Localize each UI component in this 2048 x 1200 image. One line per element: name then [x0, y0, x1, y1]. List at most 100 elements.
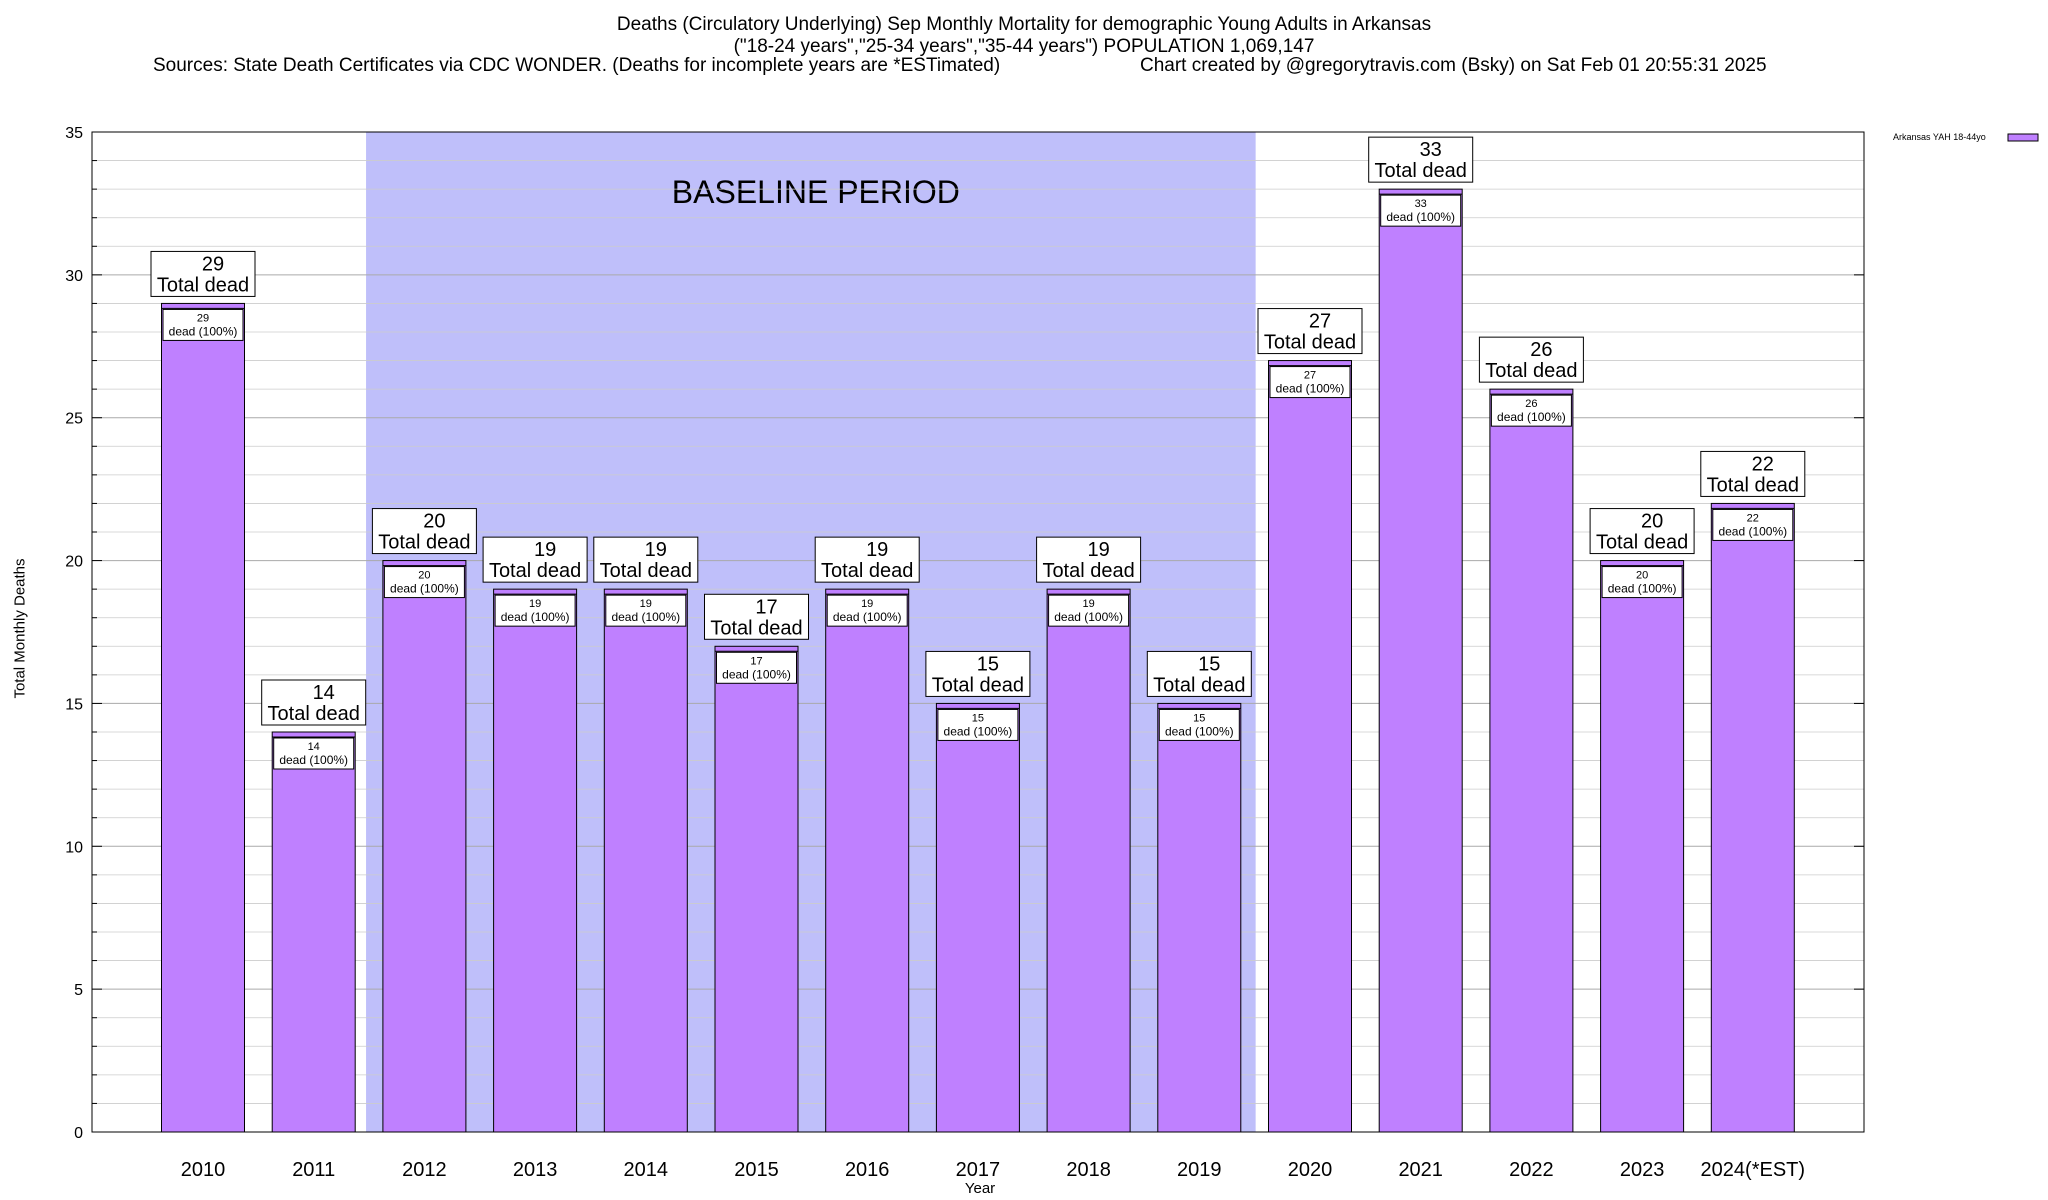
- inner-label-value: 19: [529, 598, 541, 610]
- y-tick-label: 30: [65, 268, 83, 285]
- bar: [1489, 388, 1574, 1133]
- inner-label-value: 14: [308, 741, 320, 753]
- total-label-text: Total dead: [268, 703, 360, 725]
- inner-label-box: [1380, 194, 1462, 227]
- x-tick-label: 2012: [402, 1159, 447, 1181]
- inner-label-value: 15: [1193, 712, 1205, 724]
- inner-label-box: [494, 594, 576, 627]
- bar: [161, 302, 245, 1133]
- total-label-value: 26: [1530, 339, 1552, 361]
- bar: [1710, 502, 1795, 1133]
- total-label-value: 15: [1198, 653, 1220, 675]
- inner-label-value: 19: [640, 598, 652, 610]
- y-axis-label: Total Monthly Deaths: [11, 558, 29, 699]
- inner-label-box: [273, 737, 355, 770]
- inner-label-value: 22: [1747, 512, 1759, 524]
- total-label-value: 27: [1309, 311, 1331, 333]
- bar: [714, 645, 799, 1133]
- bar: [1600, 560, 1685, 1133]
- x-tick-label: 2022: [1509, 1159, 1554, 1181]
- y-tick-label: 15: [65, 696, 83, 713]
- inner-label-text: dead (100%): [833, 610, 902, 624]
- x-tick-label: 2023: [1620, 1159, 1665, 1181]
- inner-label-box: [1158, 708, 1240, 741]
- total-label-value: 20: [423, 511, 445, 533]
- total-label-value: 22: [1752, 453, 1774, 475]
- inner-label-text: dead (100%): [1165, 724, 1234, 738]
- total-label-value: 19: [534, 539, 556, 561]
- bar: [1157, 702, 1242, 1133]
- inner-label-text: dead (100%): [611, 610, 680, 624]
- total-label-text: Total dead: [1264, 332, 1356, 354]
- inner-label-box: [1490, 394, 1572, 427]
- total-label-text: Total dead: [600, 560, 692, 582]
- total-label-box: [1368, 136, 1474, 183]
- bar: [935, 702, 1020, 1133]
- inner-label-value: 19: [861, 598, 873, 610]
- inner-label-text: dead (100%): [722, 667, 791, 681]
- inner-label-value: 17: [750, 655, 762, 667]
- inner-label-box: [605, 594, 687, 627]
- total-label-box: [593, 536, 699, 583]
- total-label-box: [1700, 450, 1806, 497]
- baseline-label: BASELINE PERIOD: [672, 174, 960, 210]
- total-label-text: Total dead: [821, 560, 913, 582]
- inner-label-text: dead (100%): [1718, 524, 1787, 538]
- total-label-value: 20: [1641, 511, 1663, 533]
- chart-title: Deaths (Circulatory Underlying) Sep Mont…: [616, 14, 1432, 35]
- x-tick-label: 2021: [1398, 1159, 1443, 1181]
- total-label-box: [261, 679, 367, 726]
- inner-label-text: dead (100%): [1386, 210, 1455, 224]
- bar: [825, 588, 910, 1133]
- inner-label-box: [826, 594, 908, 627]
- chart-sources: Sources: State Death Certificates via CD…: [153, 55, 1001, 76]
- inner-label-value: 27: [1304, 370, 1316, 382]
- total-label-text: Total dead: [932, 674, 1024, 696]
- total-label-box: [482, 536, 588, 583]
- bar: [1268, 360, 1352, 1133]
- y-tick-label: 20: [65, 554, 83, 571]
- bar: [1046, 588, 1131, 1133]
- x-tick-label: 2018: [1066, 1159, 1111, 1181]
- total-label-value: 19: [1087, 539, 1109, 561]
- total-label-box: [704, 593, 809, 640]
- total-label-box: [1589, 508, 1695, 555]
- total-label-text: Total dead: [1375, 160, 1467, 182]
- inner-label-text: dead (100%): [1608, 582, 1677, 596]
- total-label-box: [371, 508, 477, 555]
- inner-label-box: [383, 566, 465, 599]
- bar: [382, 560, 467, 1133]
- y-tick-label: 5: [74, 982, 83, 999]
- inner-label-value: 19: [1082, 598, 1094, 610]
- x-tick-label: 2019: [1177, 1159, 1222, 1181]
- total-label-box: [925, 650, 1031, 697]
- inner-label-box: [1601, 566, 1683, 599]
- inner-label-value: 29: [197, 312, 209, 324]
- bar: [603, 588, 688, 1133]
- total-label-text: Total dead: [1042, 560, 1134, 582]
- bar: [493, 588, 578, 1133]
- total-label-box: [1478, 336, 1584, 383]
- bar: [1378, 188, 1463, 1133]
- total-label-value: 14: [313, 682, 335, 704]
- x-tick-label: 2013: [513, 1159, 558, 1181]
- inner-label-value: 33: [1415, 198, 1427, 210]
- x-tick-label: 2014: [624, 1159, 669, 1181]
- inner-label-box: [1269, 366, 1351, 399]
- plot-frame: [91, 131, 1865, 1133]
- inner-label-text: dead (100%): [279, 753, 348, 767]
- total-label-value: 19: [645, 539, 667, 561]
- total-label-value: 29: [202, 253, 224, 275]
- inner-label-text: dead (100%): [501, 610, 570, 624]
- inner-label-text: dead (100%): [390, 582, 459, 596]
- x-tick-label: 2017: [956, 1159, 1001, 1181]
- x-tick-label: 2016: [845, 1159, 890, 1181]
- total-label-box: [814, 536, 920, 583]
- inner-label-value: 20: [418, 570, 430, 582]
- x-axis-label: Year: [964, 1180, 996, 1197]
- inner-label-box: [1712, 508, 1794, 541]
- y-tick-label: 0: [74, 1125, 83, 1142]
- total-label-text: Total dead: [378, 532, 470, 554]
- total-label-value: 17: [755, 596, 777, 618]
